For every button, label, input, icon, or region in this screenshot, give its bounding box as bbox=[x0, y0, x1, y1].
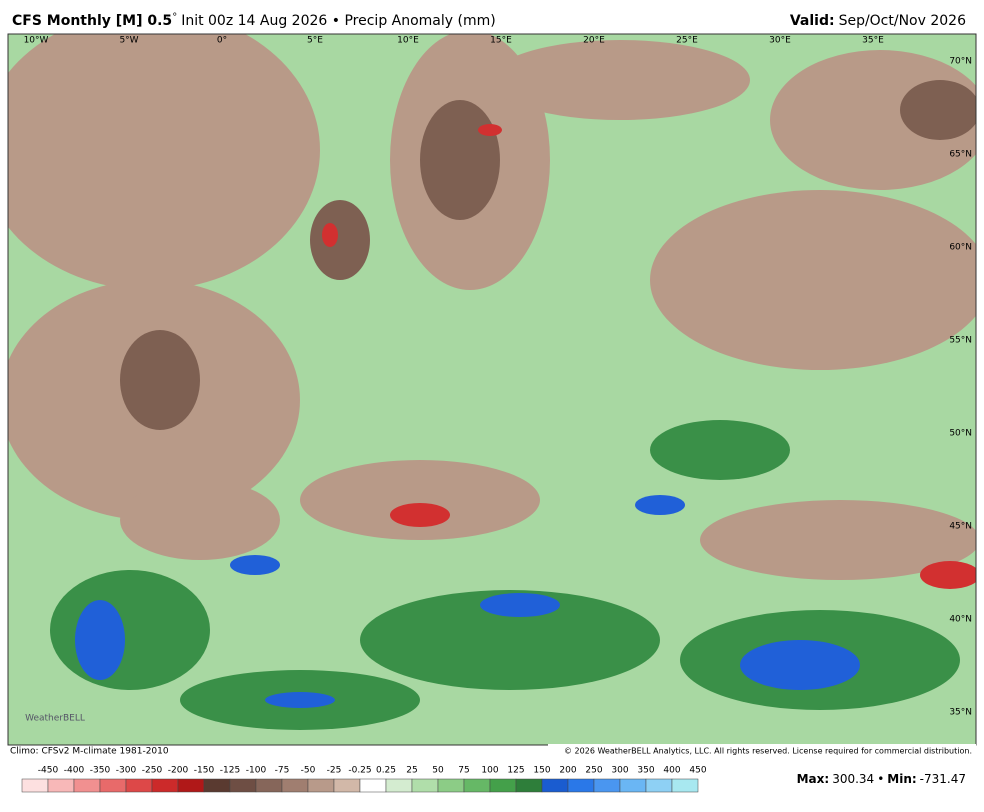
colorbar-swatch bbox=[541, 778, 569, 793]
dry-areas bbox=[8, 34, 976, 580]
lon-label: 15°E bbox=[490, 36, 512, 46]
very-wet bbox=[75, 495, 860, 708]
colorbar-label: 300 bbox=[611, 766, 628, 776]
colorbar-swatch bbox=[203, 778, 231, 793]
colorbar-label: 25 bbox=[406, 766, 417, 776]
copyright: © 2026 WeatherBELL Analytics, LLC. All r… bbox=[564, 747, 972, 756]
logo: WeatherBELL bbox=[25, 714, 85, 724]
colorbar-swatch bbox=[619, 778, 647, 793]
valid-value: Sep/Oct/Nov 2026 bbox=[839, 13, 967, 29]
min-value: -731.47 bbox=[920, 772, 966, 786]
colorbar-swatch bbox=[47, 778, 75, 793]
colorbar-label: 400 bbox=[663, 766, 680, 776]
lat-label: 65°N bbox=[949, 150, 972, 160]
colorbar-swatch bbox=[359, 778, 387, 793]
colorbar-label: 125 bbox=[507, 766, 524, 776]
valid-label: Valid: bbox=[790, 13, 835, 29]
colorbar-swatch bbox=[463, 778, 491, 793]
lat-label: 50°N bbox=[949, 429, 972, 439]
colorbar-label: -350 bbox=[90, 766, 111, 776]
lon-label: 5°W bbox=[119, 36, 138, 46]
colorbar-label: 150 bbox=[533, 766, 550, 776]
colorbar-label: 200 bbox=[559, 766, 576, 776]
colorbar-label: 100 bbox=[481, 766, 498, 776]
colorbar-label: -75 bbox=[275, 766, 290, 776]
colorbar-label: -100 bbox=[246, 766, 267, 776]
lon-label: 25°E bbox=[676, 36, 698, 46]
colorbar-swatch bbox=[645, 778, 673, 793]
valid: Valid: Sep/Oct/Nov 2026 bbox=[790, 13, 966, 29]
colorbar-label: -150 bbox=[194, 766, 215, 776]
colorbar-label: 350 bbox=[637, 766, 654, 776]
min-label: Min: bbox=[887, 772, 916, 786]
title-degree: ° bbox=[172, 12, 177, 23]
colorbar-swatch bbox=[489, 778, 517, 793]
title-bold: CFS Monthly [M] 0.5 bbox=[12, 13, 172, 29]
colorbar-swatch bbox=[385, 778, 413, 793]
colorbar-swatch bbox=[333, 778, 361, 793]
map: WeatherBELL bbox=[7, 33, 977, 746]
max-label: Max: bbox=[797, 772, 830, 786]
max-value: 300.34 bbox=[832, 772, 874, 786]
colorbar-label: -450 bbox=[38, 766, 59, 776]
colorbar-swatch bbox=[151, 778, 179, 793]
colorbar-swatch bbox=[515, 778, 543, 793]
colorbar-swatch bbox=[255, 778, 283, 793]
colorbar-swatch bbox=[411, 778, 439, 793]
lat-label: 40°N bbox=[949, 615, 972, 625]
colorbar-label: -400 bbox=[64, 766, 85, 776]
lat-label: 60°N bbox=[949, 243, 972, 253]
colorbar-label: -300 bbox=[116, 766, 137, 776]
colorbar-swatch bbox=[281, 778, 309, 793]
colorbar-label: -0.25 bbox=[348, 766, 371, 776]
dry-core bbox=[120, 80, 976, 430]
title: CFS Monthly [M] 0.5° Init 00z 14 Aug 2026… bbox=[12, 12, 496, 29]
colorbar-label: -200 bbox=[168, 766, 189, 776]
separator: • bbox=[877, 772, 884, 786]
colorbar-swatch bbox=[593, 778, 621, 793]
colorbar-swatch bbox=[125, 778, 153, 793]
colorbar-label: 50 bbox=[432, 766, 444, 776]
copyright-bg bbox=[548, 744, 976, 758]
colorbar-swatch bbox=[21, 778, 49, 793]
colorbar-label: 75 bbox=[458, 766, 469, 776]
very-dry bbox=[322, 124, 976, 589]
colorbar-label: 450 bbox=[689, 766, 706, 776]
colorbar-label: -25 bbox=[327, 766, 342, 776]
colorbar-label: -250 bbox=[142, 766, 163, 776]
colorbar-label: -50 bbox=[301, 766, 316, 776]
title-rest: Init 00z 14 Aug 2026 • Precip Anomaly (m… bbox=[181, 13, 496, 29]
colorbar-swatch bbox=[177, 778, 205, 793]
map-border bbox=[7, 33, 977, 746]
lat-label: 70°N bbox=[949, 57, 972, 67]
colorbar-swatch bbox=[99, 778, 127, 793]
colorbar-swatch bbox=[671, 778, 699, 793]
climo: Climo: CFSv2 M-climate 1981-2010 bbox=[10, 747, 169, 757]
lon-label: 0° bbox=[217, 36, 227, 46]
stats: Max: 300.34 • Min: -731.47 bbox=[797, 772, 966, 786]
lon-label: 10°W bbox=[24, 36, 49, 46]
colorbar-label: -125 bbox=[220, 766, 240, 776]
lat-label: 55°N bbox=[949, 336, 972, 346]
colorbar-label: 250 bbox=[585, 766, 602, 776]
colorbar-swatch bbox=[229, 778, 257, 793]
colorbar-swatch bbox=[437, 778, 465, 793]
lon-label: 20°E bbox=[583, 36, 605, 46]
lon-label: 30°E bbox=[769, 36, 791, 46]
colorbar-label: 0.25 bbox=[376, 766, 396, 776]
lon-label: 5°E bbox=[307, 36, 323, 46]
lon-label: 35°E bbox=[862, 36, 884, 46]
colorbar-swatch bbox=[73, 778, 101, 793]
lat-label: 45°N bbox=[949, 522, 972, 532]
colorbar-swatch bbox=[307, 778, 335, 793]
colorbar-swatch bbox=[567, 778, 595, 793]
lon-label: 10°E bbox=[397, 36, 419, 46]
lat-label: 35°N bbox=[949, 708, 972, 718]
